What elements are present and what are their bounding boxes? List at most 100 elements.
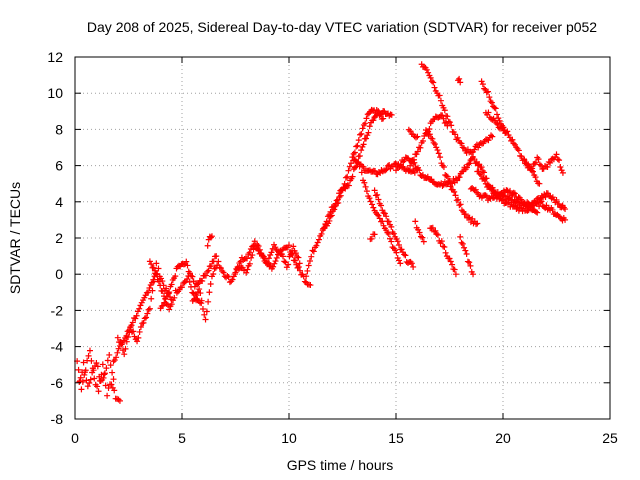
data-point (363, 135, 370, 142)
data-point (77, 374, 84, 381)
series-track-23 (457, 233, 477, 278)
series-track-07 (189, 258, 248, 323)
series-track-01 (74, 347, 123, 404)
data-point (407, 162, 414, 169)
data-point (297, 267, 304, 274)
data-point (116, 397, 123, 404)
data-point (168, 281, 175, 288)
data-point (454, 134, 461, 141)
data-point (359, 125, 366, 132)
data-point (441, 107, 448, 114)
data-point (483, 89, 490, 96)
data-point (246, 260, 253, 267)
data-point (205, 267, 212, 274)
data-point (444, 122, 451, 129)
data-point (457, 79, 464, 86)
data-point (135, 334, 142, 341)
data-point (481, 169, 488, 176)
data-point (265, 255, 272, 262)
data-point (559, 169, 566, 176)
data-point (173, 289, 180, 296)
x-tick-label: 20 (495, 430, 511, 446)
data-point (292, 257, 299, 264)
data-point (106, 351, 113, 358)
series-track-26 (482, 109, 509, 137)
data-point (437, 97, 444, 104)
data-point (498, 124, 505, 131)
data-point (115, 396, 122, 403)
data-point (410, 156, 417, 163)
data-point (101, 371, 108, 378)
data-point (511, 190, 518, 197)
data-point (510, 140, 517, 147)
data-point (148, 261, 155, 268)
data-point (458, 140, 465, 147)
data-point (143, 314, 150, 321)
series-track-16 (367, 231, 378, 243)
data-point (464, 258, 471, 265)
data-point (436, 92, 443, 99)
data-point (549, 206, 556, 213)
data-point (435, 150, 442, 157)
data-point (168, 301, 175, 308)
y-tick-label: 0 (55, 266, 63, 282)
data-point (344, 173, 351, 180)
data-point (488, 99, 495, 106)
data-point (172, 273, 179, 280)
data-point (267, 252, 274, 258)
data-point (488, 132, 495, 139)
data-point (478, 164, 485, 171)
x-tick-label: 0 (71, 430, 79, 446)
data-point (207, 234, 214, 241)
data-point (434, 147, 441, 154)
data-point (207, 281, 214, 288)
data-point (451, 188, 458, 195)
data-point (395, 257, 402, 264)
data-point (363, 188, 370, 195)
data-point (357, 131, 364, 138)
data-point (189, 273, 196, 280)
data-point (76, 379, 83, 386)
data-point (201, 311, 208, 318)
data-point (379, 218, 386, 225)
data-point (414, 148, 421, 155)
data-point (494, 121, 501, 128)
data-point (447, 258, 454, 265)
data-point (509, 136, 516, 143)
series-track-18 (418, 61, 496, 156)
data-point (461, 145, 468, 152)
data-point (260, 254, 267, 261)
data-point (213, 253, 220, 260)
data-point (161, 299, 168, 306)
data-point (431, 141, 438, 148)
series-track-27 (474, 168, 541, 216)
data-point (465, 161, 472, 168)
data-point (130, 328, 137, 335)
data-point (428, 135, 435, 142)
data-point (383, 166, 390, 173)
data-point (456, 174, 463, 181)
data-point (336, 190, 343, 197)
data-point (457, 233, 464, 240)
data-point (186, 279, 193, 286)
data-point (318, 230, 325, 237)
data-point (543, 202, 550, 209)
data-point (80, 359, 87, 366)
data-point (532, 200, 539, 207)
data-point (381, 210, 388, 217)
data-point (157, 282, 164, 289)
y-tick-label: 4 (55, 194, 63, 210)
data-point (78, 386, 85, 393)
data-point (148, 295, 155, 302)
data-point (131, 333, 138, 340)
data-point (229, 276, 236, 283)
data-point (467, 262, 474, 269)
data-point (163, 293, 170, 300)
data-point (366, 195, 373, 202)
data-point (137, 302, 144, 309)
data-point (220, 269, 227, 276)
data-point (372, 168, 379, 175)
y-axis-label: SDTVAR / TECUs (7, 182, 23, 294)
data-point (405, 168, 412, 175)
data-point (202, 272, 209, 279)
